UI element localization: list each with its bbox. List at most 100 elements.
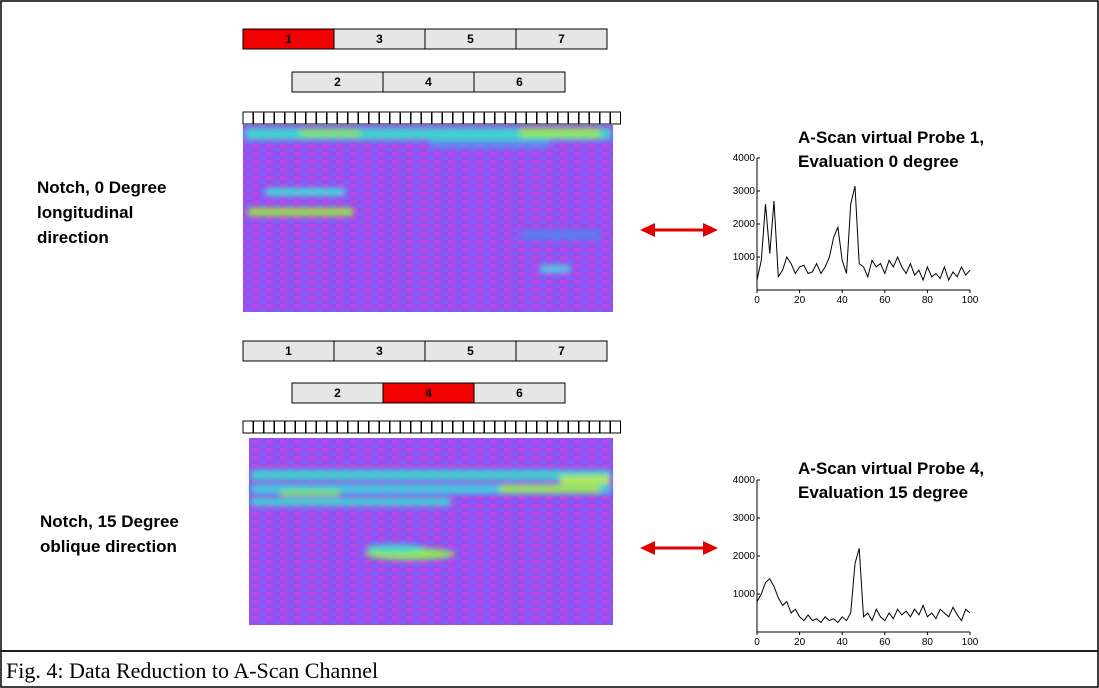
notch-label: Notch, 0 Degree [37, 178, 166, 197]
ruler-cell [379, 420, 390, 434]
ruler-cell [253, 111, 264, 125]
x-tick-label: 40 [837, 295, 849, 306]
ruler-cell [599, 420, 611, 434]
ruler-cell [557, 111, 569, 125]
probe-label: 3 [376, 32, 383, 46]
ruler-cell [515, 111, 527, 125]
ruler-cell [358, 111, 369, 125]
ruler-cell [326, 420, 338, 434]
ruler-cell [442, 111, 453, 125]
arrow [640, 223, 718, 237]
x-tick-label: 60 [879, 295, 891, 306]
chart-title: A-Scan virtual Probe 4, [798, 459, 984, 478]
probe-cell [515, 340, 608, 362]
ruler-cell [263, 111, 275, 125]
x-tick-label: 20 [794, 295, 806, 306]
probe-label: 3 [376, 344, 383, 358]
ruler-cell [568, 420, 579, 434]
y-tick-label: 3000 [733, 513, 756, 524]
ruler-cell [274, 420, 285, 434]
x-tick-label: 20 [794, 637, 806, 648]
ruler-cell [505, 420, 516, 434]
ruler-cell [242, 420, 254, 434]
ruler-cell [431, 420, 443, 434]
ruler-cell [547, 420, 558, 434]
x-tick-label: 40 [837, 637, 849, 648]
notch-label: Notch, 15 Degree [40, 512, 179, 531]
probe-label: 4 [425, 75, 432, 89]
ruler-cell [568, 111, 579, 125]
ruler-cell [305, 111, 317, 125]
arrow [640, 541, 718, 555]
ruler-cell [316, 420, 327, 434]
y-tick-label: 2000 [733, 219, 756, 230]
x-tick-label: 80 [922, 295, 934, 306]
ruler-cell [494, 420, 506, 434]
probe-label: 5 [467, 344, 474, 358]
ruler-cell [400, 420, 411, 434]
ruler-cell [610, 111, 621, 125]
ruler-cell [431, 111, 443, 125]
ruler-cell [536, 111, 548, 125]
ruler-cell [526, 111, 537, 125]
ruler-cell [368, 111, 380, 125]
notch-label: oblique direction [40, 537, 177, 556]
a-scan-line [756, 548, 971, 624]
ruler-cell [368, 420, 380, 434]
notch-label: longitudinal [37, 203, 133, 222]
ruler-cell [599, 111, 611, 125]
ruler-cell [347, 111, 359, 125]
ruler-cell [316, 111, 327, 125]
probe-label: 2 [334, 386, 341, 400]
probe-label: 6 [516, 386, 523, 400]
ruler-cell [347, 420, 359, 434]
heatmap [243, 125, 613, 312]
x-tick-label: 80 [922, 637, 934, 648]
probe-cell [473, 71, 566, 93]
x-tick-label: 0 [754, 637, 760, 648]
ruler-cell [557, 420, 569, 434]
ruler-cell [473, 111, 485, 125]
caption-frame [0, 650, 1099, 688]
ruler-cell [578, 111, 590, 125]
ruler-cell [274, 111, 285, 125]
ruler-cell [442, 420, 453, 434]
ruler-cell [379, 111, 390, 125]
probe-cell [515, 28, 608, 50]
x-tick-label: 100 [962, 295, 979, 306]
probe-label: 2 [334, 75, 341, 89]
probe-label: 6 [516, 75, 523, 89]
probe-cell [473, 382, 566, 404]
ruler-cell [295, 111, 306, 125]
ruler-cell [337, 111, 348, 125]
ruler-cell [326, 111, 338, 125]
chart-title: Evaluation 15 degree [798, 483, 968, 502]
ruler-cell [452, 420, 464, 434]
ruler-cell [610, 420, 621, 434]
ruler-cell [389, 420, 401, 434]
x-tick-label: 100 [962, 637, 979, 648]
probe-label: 5 [467, 32, 474, 46]
ruler-cell [421, 111, 432, 125]
ruler-cell [242, 111, 254, 125]
ruler-cell [337, 420, 348, 434]
heatmap [249, 438, 613, 625]
probe-label: 7 [558, 344, 565, 358]
ruler-cell [305, 420, 317, 434]
ruler-cell [284, 111, 296, 125]
ruler-cell [284, 420, 296, 434]
y-tick-label: 3000 [733, 186, 756, 197]
x-tick-label: 0 [754, 295, 760, 306]
ruler-cell [484, 111, 495, 125]
ruler-cell [263, 420, 275, 434]
ruler-cell [463, 420, 474, 434]
ruler-cell [295, 420, 306, 434]
a-scan-line [756, 185, 971, 282]
ruler-cell [515, 420, 527, 434]
caption: Fig. 4: Data Reduction to A-Scan Channel [6, 658, 378, 683]
y-tick-label: 1000 [733, 589, 756, 600]
ruler-cell [358, 420, 369, 434]
ruler-cell [578, 420, 590, 434]
ruler-cell [253, 420, 264, 434]
